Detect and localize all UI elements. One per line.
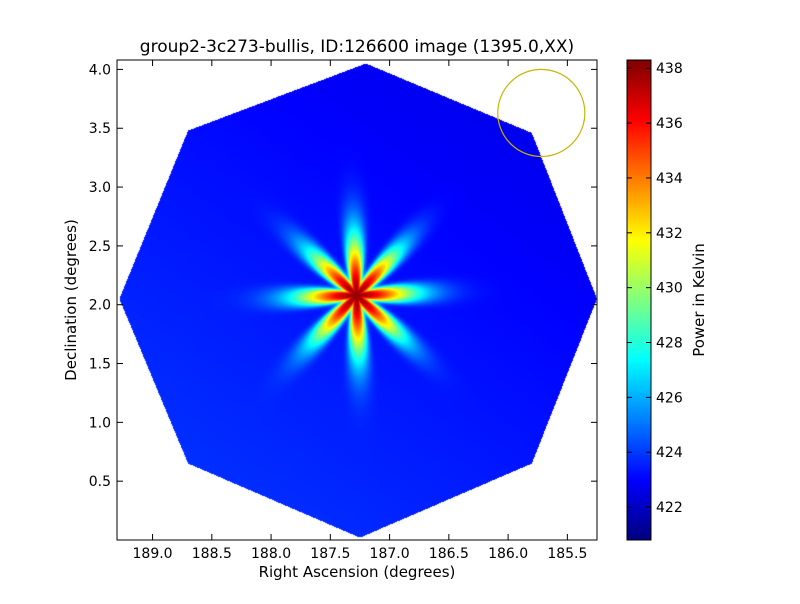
chart-title: group2-3c273-bullis, ID:126600 image (13… xyxy=(140,37,574,57)
x-axis-ticks: 189.0 188.5 188.0 187.5 187.0 186.5 186.0 185.5 xyxy=(133,60,587,562)
y-tick-label: 1.0 xyxy=(89,415,111,431)
x-tick-label: 186.5 xyxy=(429,546,469,562)
colorbar-frame xyxy=(626,59,652,541)
y-tick-label: 1.5 xyxy=(89,357,111,373)
x-tick-label: 188.0 xyxy=(251,546,291,562)
x-axis-label: Right Ascension (degrees) xyxy=(259,563,456,581)
x-tick-label: 187.5 xyxy=(310,546,350,562)
y-axis-ticks: 0.5 1.0 1.5 2.0 2.5 3.0 3.5 4.0 xyxy=(89,62,597,490)
plot-frame xyxy=(116,59,598,541)
colorbar: 422 424 426 428 430 432 434 436 438 Power in Kel… xyxy=(626,59,708,541)
colorbar-tick-label: 436 xyxy=(656,116,683,132)
y-tick-label: 3.5 xyxy=(89,121,111,137)
x-tick-label: 185.5 xyxy=(547,546,587,562)
y-tick-label: 3.0 xyxy=(89,180,111,196)
colorbar-label: Power in Kelvin xyxy=(690,243,708,357)
x-tick-label: 188.5 xyxy=(192,546,232,562)
y-tick-label: 0.5 xyxy=(89,474,111,490)
x-tick-label: 189.0 xyxy=(133,546,173,562)
colorbar-tick-label: 428 xyxy=(656,336,683,352)
y-axis-label: Declination (degrees) xyxy=(62,219,80,381)
colorbar-tick-label: 430 xyxy=(656,281,683,297)
x-tick-label: 187.0 xyxy=(370,546,410,562)
heatmap-image xyxy=(117,60,597,540)
x-tick-label: 186.0 xyxy=(488,546,528,562)
colorbar-tick-label: 422 xyxy=(656,500,683,516)
colorbar-tick-label: 426 xyxy=(656,390,683,406)
colorbar-ticks: 422 424 426 428 430 432 434 436 438 xyxy=(627,61,683,516)
y-tick-label: 2.5 xyxy=(89,239,111,255)
colorbar-tick-label: 432 xyxy=(656,226,683,242)
colorbar-gradient xyxy=(627,60,651,540)
y-tick-label: 2.0 xyxy=(89,298,111,314)
plot-area: 189.0 188.5 188.0 187.5 187.0 186.5 186.0 185.5… xyxy=(89,59,598,562)
y-tick-label: 4.0 xyxy=(89,62,111,78)
colorbar-tick-label: 434 xyxy=(656,171,683,187)
colorbar-tick-label: 424 xyxy=(656,445,683,461)
beam-circle xyxy=(497,68,586,158)
colorbar-tick-label: 438 xyxy=(656,61,683,77)
